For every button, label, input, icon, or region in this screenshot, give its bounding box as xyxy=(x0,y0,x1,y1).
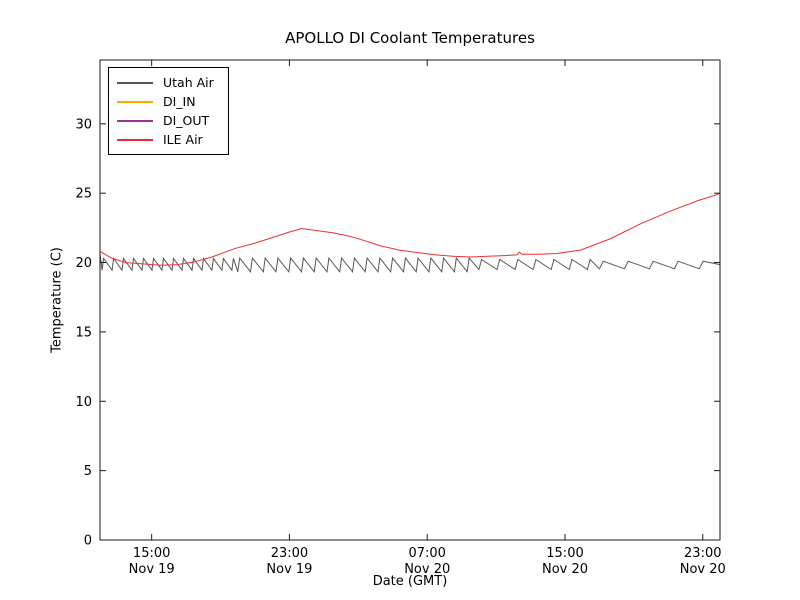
svg-text:Nov 19: Nov 19 xyxy=(129,562,175,577)
legend: Utah Air DI_IN DI_OUT ILE Air xyxy=(108,67,229,155)
svg-text:30: 30 xyxy=(75,117,92,132)
legend-label: ILE Air xyxy=(163,132,203,147)
x-axis-label: Date (GMT) xyxy=(372,574,448,589)
legend-item-di-in: DI_IN xyxy=(117,92,214,111)
legend-label: DI_OUT xyxy=(163,113,210,128)
di-in-line-sample xyxy=(117,100,153,103)
utah-air-line-sample xyxy=(117,81,153,84)
legend-label: Utah Air xyxy=(163,75,214,90)
svg-text:15: 15 xyxy=(75,325,92,340)
svg-text:07:00: 07:00 xyxy=(408,546,445,561)
legend-item-ile-air: ILE Air xyxy=(117,130,214,149)
svg-text:15:00: 15:00 xyxy=(546,546,583,561)
svg-text:5: 5 xyxy=(84,464,92,479)
legend-item-utah-air: Utah Air xyxy=(117,73,214,92)
svg-text:20: 20 xyxy=(75,256,92,271)
di-out-line-sample xyxy=(117,119,153,122)
svg-text:0: 0 xyxy=(84,534,92,549)
svg-text:Nov 20: Nov 20 xyxy=(404,562,450,577)
legend-label: DI_IN xyxy=(163,94,196,109)
svg-text:23:00: 23:00 xyxy=(684,546,721,561)
svg-text:Nov 20: Nov 20 xyxy=(542,562,588,577)
svg-text:23:00: 23:00 xyxy=(271,546,308,561)
chart-title: APOLLO DI Coolant Temperatures xyxy=(285,29,535,47)
svg-text:Nov 20: Nov 20 xyxy=(680,562,726,577)
y-axis-label: Temperature (C) xyxy=(49,247,65,353)
ile-air-line-sample xyxy=(117,138,153,141)
legend-item-di-out: DI_OUT xyxy=(117,111,214,130)
svg-text:15:00: 15:00 xyxy=(133,546,170,561)
svg-text:25: 25 xyxy=(75,187,92,202)
svg-text:10: 10 xyxy=(75,395,92,410)
svg-text:Nov 19: Nov 19 xyxy=(266,562,312,577)
